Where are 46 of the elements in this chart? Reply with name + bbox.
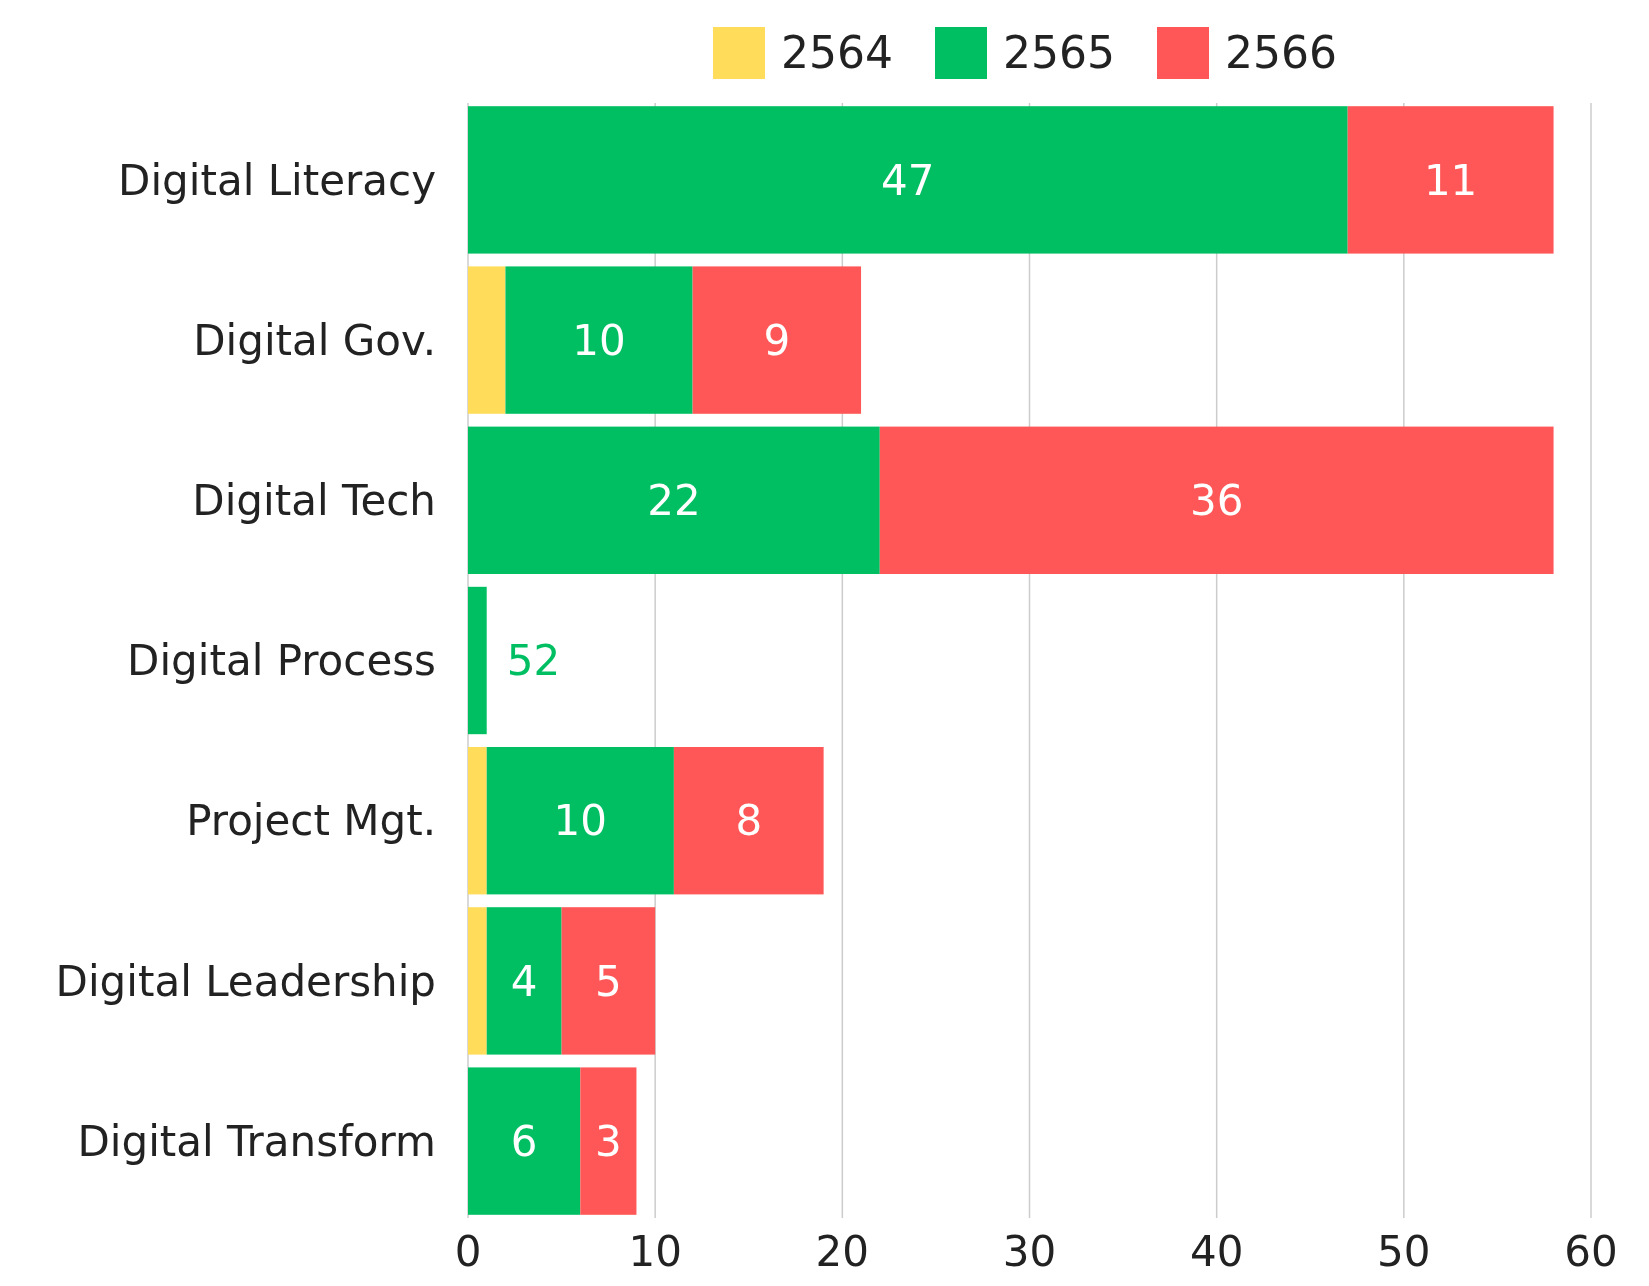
data-label: 9 [763, 315, 791, 365]
bar [561, 907, 656, 1055]
x-tick-label: 10 [628, 1227, 682, 1276]
bar [673, 747, 824, 895]
bar [486, 747, 674, 895]
legend-label: 2565 [1003, 27, 1115, 79]
x-tick-label: 30 [1002, 1227, 1057, 1276]
x-tick-label: 20 [815, 1227, 870, 1276]
y-tick-label: Digital Literacy [118, 155, 436, 205]
data-label: 22 [647, 476, 701, 525]
data-label: 4 [510, 956, 538, 1006]
legend-label: 2566 [1225, 27, 1337, 79]
bar [468, 266, 506, 414]
data-label: 3 [595, 1116, 622, 1166]
y-tick-label: Digital Leadership [55, 956, 436, 1006]
y-tick-label: Digital Tech [192, 476, 436, 525]
data-label: 6 [510, 1116, 538, 1166]
bar [692, 266, 862, 414]
bar [468, 907, 487, 1055]
y-tick-label: Project Mgt. [186, 796, 436, 846]
legend-label: 2564 [781, 27, 893, 79]
annotation: 52 [506, 636, 561, 686]
bar [580, 1067, 637, 1215]
data-label: 10 [553, 796, 608, 846]
bar [505, 266, 693, 414]
data-label: 5 [595, 956, 622, 1006]
bar [486, 907, 562, 1055]
data-label: 11 [1423, 155, 1478, 205]
x-tick-label: 40 [1189, 1227, 1244, 1276]
x-tick-label: 60 [1564, 1227, 1618, 1276]
data-label: 36 [1189, 476, 1244, 525]
bar [468, 586, 487, 735]
bar [468, 747, 487, 895]
data-label: 10 [572, 315, 626, 365]
x-tick-label: 0 [454, 1227, 482, 1276]
y-tick-label: Digital Gov. [193, 315, 436, 365]
bar [468, 426, 880, 574]
data-label: 8 [735, 796, 763, 846]
y-tick-label: Digital Process [127, 636, 436, 686]
x-tick-label: 50 [1377, 1227, 1431, 1276]
bar [1347, 106, 1554, 254]
bar [879, 426, 1554, 574]
bar [468, 1067, 581, 1215]
data-label: 47 [881, 155, 935, 205]
bar [468, 106, 1348, 254]
y-tick-label: Digital Transform [77, 1116, 436, 1166]
